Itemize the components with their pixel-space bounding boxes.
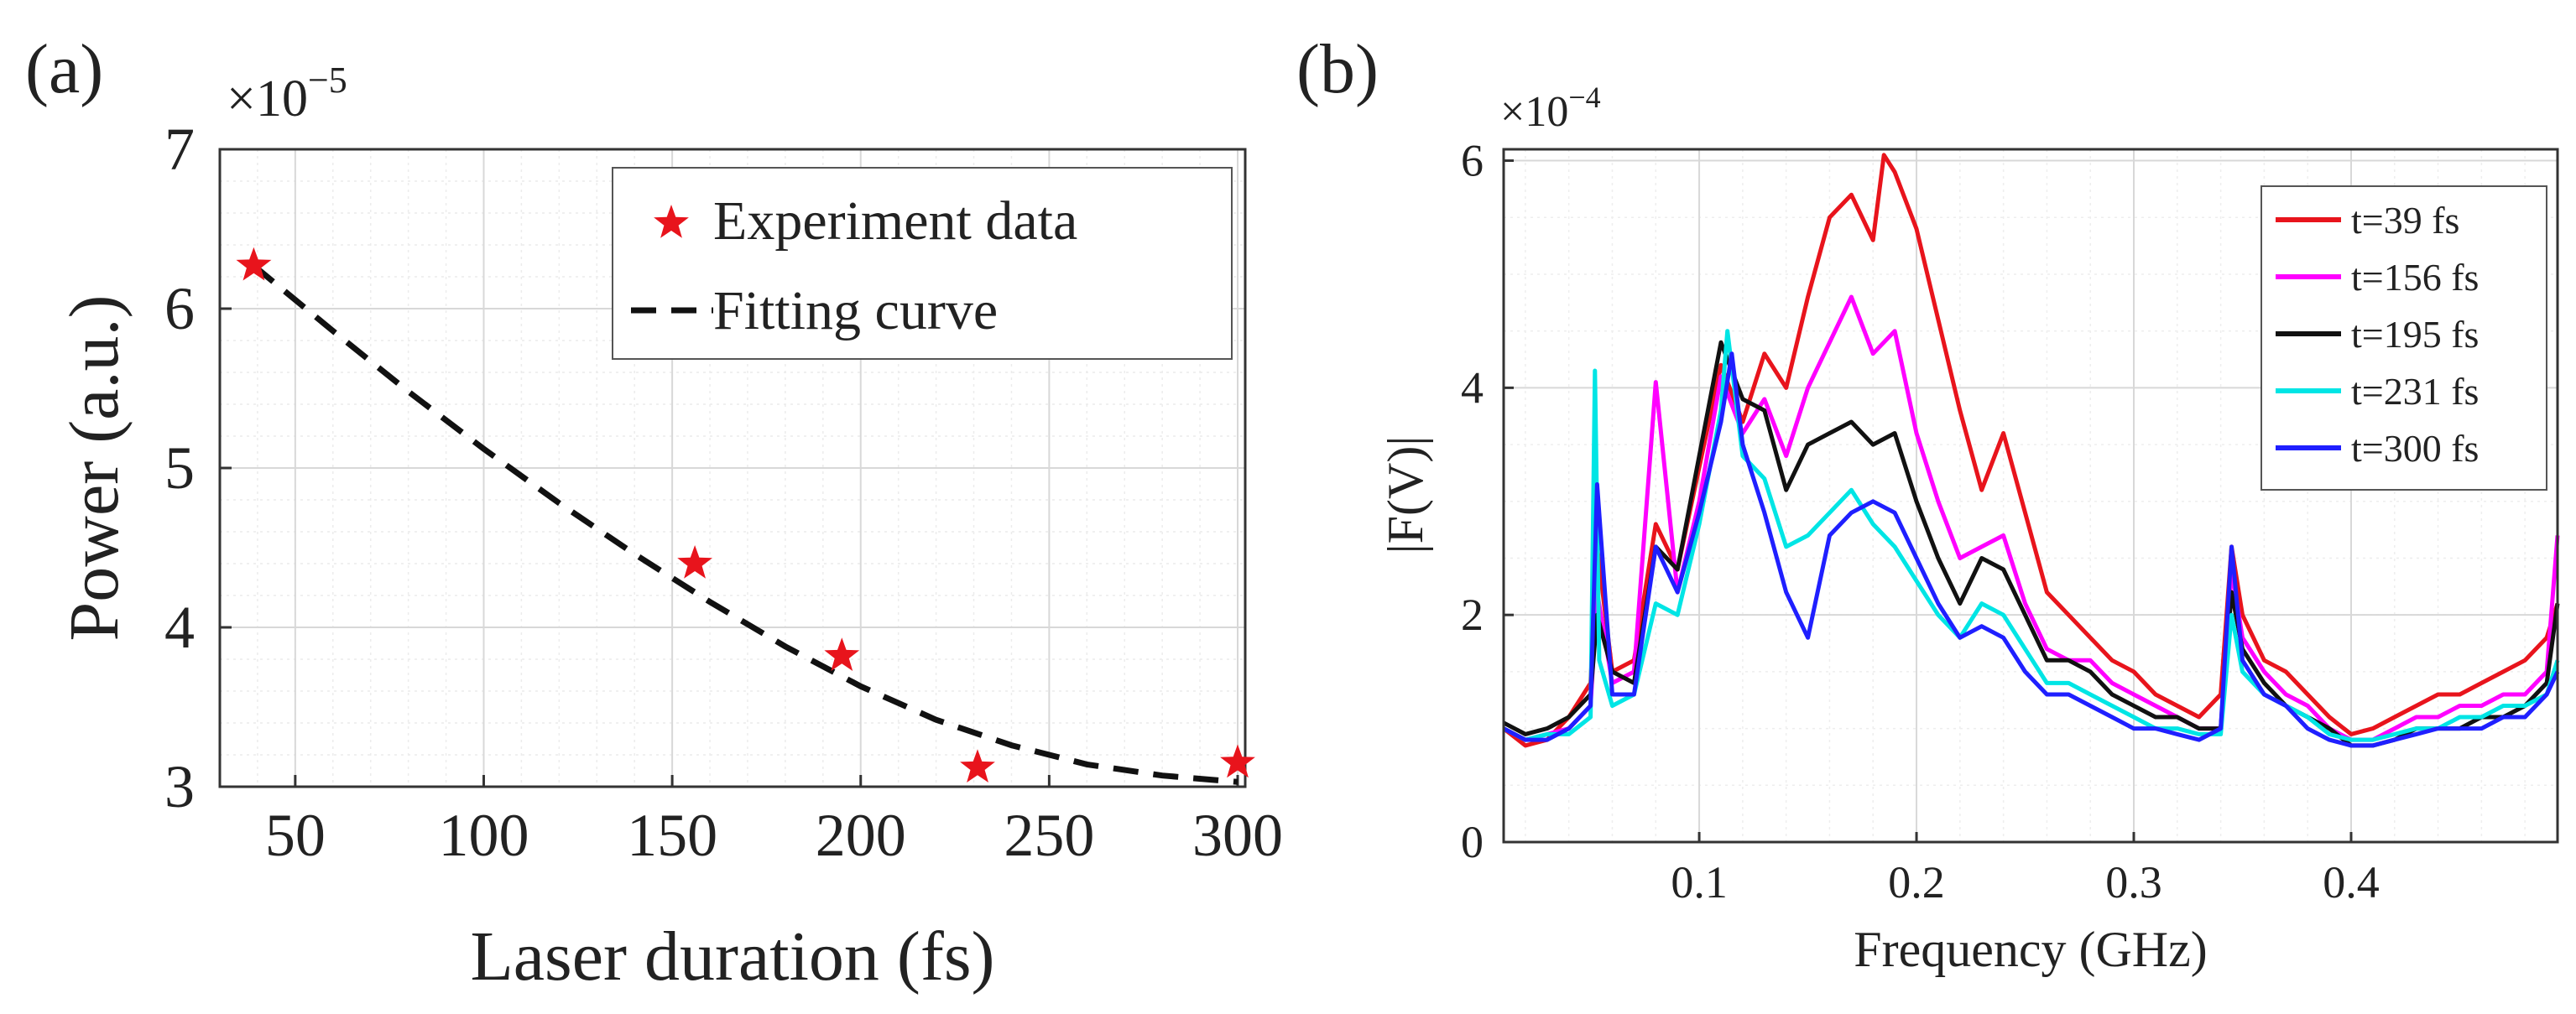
x-tick-label: 150	[627, 802, 717, 869]
x-tick-label: 100	[438, 802, 529, 869]
legend-entry: t=195 fs	[2351, 313, 2479, 356]
legend-entry-experiment-data: Experiment data	[713, 190, 1077, 252]
panel-a-plot-area	[236, 247, 1255, 785]
panel-b-multiplier: ×10−4	[1500, 81, 1601, 136]
panel-a: (a) ×10−5 50 100 150 200 250 300 3 4 5 6 7 Laser …	[25, 30, 1283, 996]
panel-b-x-tick-labels: 0.1 0.2 0.3 0.4	[1671, 857, 2379, 907]
legend-entry: t=300 fs	[2351, 427, 2479, 470]
panel-b-label: (b)	[1296, 30, 1379, 108]
spectrum-line-t300fs	[1502, 351, 2560, 748]
panel-b-x-axis-label: Frequency (GHz)	[1854, 922, 2208, 977]
panel-a-multiplier: ×10−5	[227, 60, 347, 127]
panel-b-y-axis-label: |F(V)|	[1378, 436, 1433, 554]
panel-a-x-axis-label: Laser duration (fs)	[470, 918, 994, 996]
panel-b: (b) ×10−4 0.1 0.2 0.3 0.4 0 2 4 6 Frequency (G…	[1296, 30, 2560, 977]
x-tick-label: 50	[265, 802, 326, 869]
y-tick-label: 6	[164, 275, 195, 342]
panel-a-grid	[220, 148, 1245, 788]
y-tick-label: 7	[164, 116, 195, 183]
spectrum-line-t39fs	[1502, 153, 2560, 748]
x-tick-label: 300	[1192, 802, 1283, 869]
legend-star-marker	[654, 205, 689, 238]
y-tick-label: 6	[1461, 136, 1484, 186]
panel-a-axes-box	[218, 148, 1247, 788]
x-tick-label: 0.1	[1671, 857, 1728, 907]
panel-b-axes-box	[1502, 148, 2559, 844]
y-tick-label: 0	[1461, 817, 1484, 867]
x-tick-label: 0.2	[1888, 857, 1945, 907]
panel-a-y-tick-labels: 3 4 5 6 7	[164, 116, 195, 820]
legend-entry: t=156 fs	[2351, 256, 2479, 299]
x-tick-label: 250	[1004, 802, 1094, 869]
panel-b-plot-area	[1502, 153, 2560, 748]
y-tick-label: 5	[164, 434, 195, 502]
spectrum-line-t156fs	[1502, 294, 2560, 742]
panel-a-y-axis-label: Power (a.u.)	[55, 295, 133, 642]
experiment-data-point	[824, 637, 860, 671]
panel-b-legend-box	[2261, 185, 2547, 491]
legend-entry: t=231 fs	[2351, 370, 2479, 413]
y-tick-label: 3	[164, 753, 195, 820]
experiment-data-point	[1220, 744, 1255, 778]
legend-entry: t=39 fs	[2351, 199, 2459, 242]
x-tick-label: 200	[816, 802, 906, 869]
experiment-data-point	[236, 247, 272, 281]
fitting-curve-line	[252, 263, 1238, 785]
legend-entry-fitting-curve: Fitting curve	[713, 280, 998, 341]
experiment-data-point	[677, 545, 712, 579]
experiment-data-point	[960, 749, 995, 783]
x-tick-label: 0.3	[2105, 857, 2162, 907]
y-tick-label: 4	[164, 594, 195, 661]
panel-a-legend-box	[612, 167, 1233, 360]
x-tick-label: 0.4	[2323, 857, 2380, 907]
panel-b-y-tick-labels: 0 2 4 6	[1461, 136, 1484, 867]
panel-a-legend: Experiment data Fitting curve	[612, 167, 1233, 360]
spectrum-line-t231fs	[1502, 329, 2560, 742]
panel-a-x-tick-labels: 50 100 150 200 250 300	[265, 802, 1283, 869]
y-tick-label: 2	[1461, 590, 1484, 640]
panel-b-legend: t=39 fs t=156 fs t=195 fs t=231 fs t=300 fs	[2261, 185, 2547, 491]
panel-a-label: (a)	[25, 30, 103, 108]
y-tick-label: 4	[1461, 362, 1484, 413]
